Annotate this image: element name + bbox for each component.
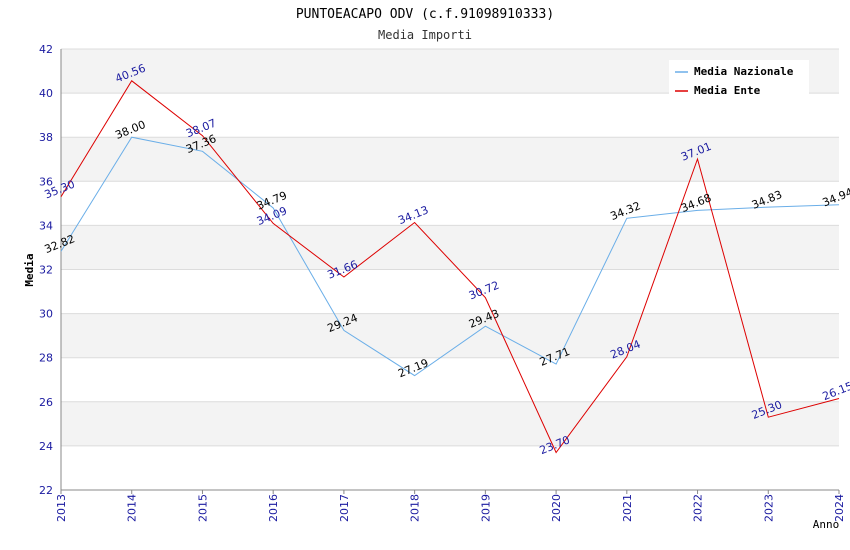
- plot-band: [61, 225, 839, 270]
- x-tick-label: 2019: [479, 494, 492, 522]
- y-tick-label: 24: [39, 440, 53, 453]
- legend-label-media-nazionale: Media Nazionale: [694, 65, 794, 78]
- series-lines: [60, 80, 840, 454]
- y-tick-label: 32: [39, 264, 53, 277]
- y-tick-label: 34: [39, 219, 53, 232]
- y-tick-label: 42: [39, 43, 53, 56]
- x-tick-label: 2021: [621, 494, 634, 522]
- x-tick-label: 2018: [409, 494, 422, 522]
- y-tick-label: 28: [39, 352, 53, 365]
- legend: Media Nazionale Media Ente: [669, 60, 809, 98]
- plot-band: [61, 93, 839, 138]
- x-tick-label: 2016: [267, 494, 280, 522]
- x-tick-label: 2024: [833, 494, 846, 522]
- y-tick-label: 26: [39, 396, 53, 409]
- chart-subtitle: Media Importi: [378, 28, 472, 42]
- y-tick-label: 38: [39, 131, 53, 144]
- x-tick-label: 2013: [55, 494, 68, 522]
- plot-band: [61, 137, 839, 182]
- y-tick-label: 36: [39, 175, 53, 188]
- series-line-media-nazionale: [60, 136, 840, 377]
- axes: [60, 49, 839, 491]
- plot-band: [61, 401, 839, 446]
- legend-label-media-ente: Media Ente: [694, 84, 761, 97]
- plot-band: [61, 445, 839, 490]
- chart-title: PUNTOEACAPO ODV (c.f.91098910333): [296, 7, 554, 22]
- series-line-media-ente: [60, 80, 840, 454]
- legend-box: [669, 60, 809, 98]
- plot-band: [61, 181, 839, 226]
- plot-bands: [61, 49, 839, 490]
- x-tick-label: 2015: [196, 494, 209, 522]
- x-tick-label: 2017: [338, 494, 351, 522]
- plot-band: [61, 269, 839, 314]
- y-tick-label: 30: [39, 308, 53, 321]
- x-axis-ticks: 2013 2014 2015 2016 2017 2018 2019 2020 2021 2022…: [55, 490, 846, 522]
- x-tick-label: 2020: [550, 494, 563, 522]
- x-axis-label: Anno: [813, 518, 840, 531]
- x-tick-label: 2023: [762, 494, 775, 522]
- plot-band: [61, 357, 839, 402]
- x-tick-label: 2014: [126, 494, 139, 522]
- y-axis-label: Media: [23, 253, 36, 286]
- y-tick-label: 40: [39, 87, 53, 100]
- y-axis-ticks: 22 24 26 28 30 32 34 36 38 40 42: [39, 43, 53, 497]
- y-tick-label: 22: [39, 484, 53, 497]
- x-tick-label: 2022: [692, 494, 705, 522]
